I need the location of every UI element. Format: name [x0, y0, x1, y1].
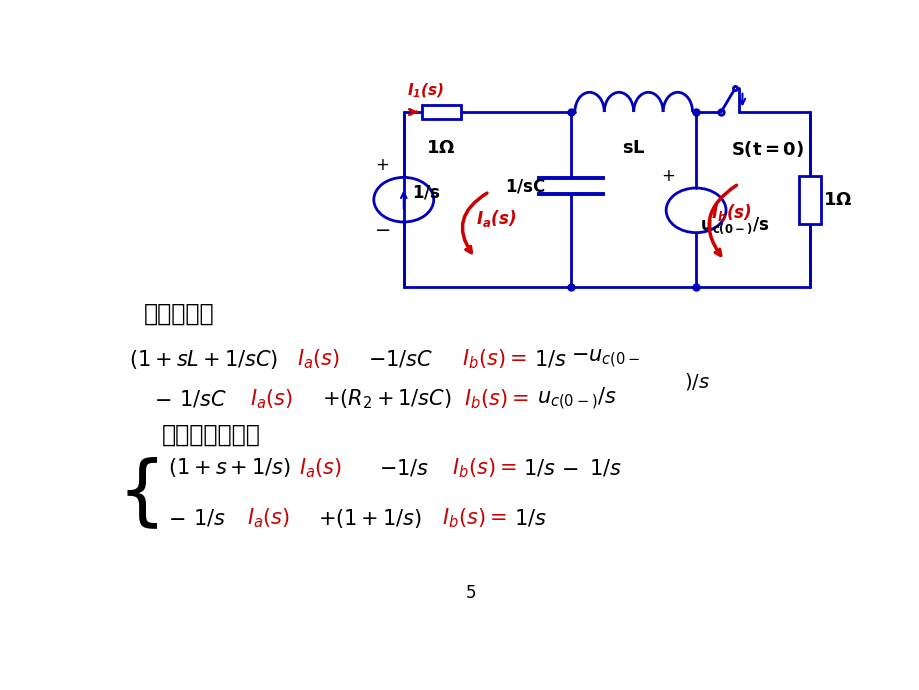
Text: $u_{c(0-)}/s$: $u_{c(0-)}/s$ — [537, 386, 617, 412]
Text: $-$: $-$ — [560, 458, 577, 478]
Text: {: { — [118, 456, 166, 530]
Text: $\mathbf{u_{c(0-)}/s}$: $\mathbf{u_{c(0-)}/s}$ — [698, 215, 768, 236]
Text: $1/s$: $1/s$ — [522, 457, 555, 478]
Text: $I_b(s)=$: $I_b(s)=$ — [464, 387, 528, 411]
Text: $(1+s+1/s)$: $(1+s+1/s)$ — [168, 457, 291, 480]
Text: $+(1+1/s)$: $+(1+1/s)$ — [318, 507, 422, 530]
Text: $-$: $-$ — [154, 389, 171, 409]
Text: $)/s$: $)/s$ — [683, 371, 709, 392]
Text: $I_b(s)=$: $I_b(s)=$ — [451, 456, 516, 480]
Text: $I_a(s)$: $I_a(s)$ — [297, 347, 339, 371]
Text: $\bfit{I}_a\bfit{(s)}$: $\bfit{I}_a\bfit{(s)}$ — [476, 208, 516, 228]
Text: $I_b(s)=$: $I_b(s)=$ — [441, 506, 505, 531]
Text: $1/s$: $1/s$ — [588, 457, 621, 478]
Text: 应用网孔法: 应用网孔法 — [143, 302, 214, 326]
Text: $\mathbf{sL}$: $\mathbf{sL}$ — [621, 139, 645, 157]
Text: $\mathbf{1/s}$: $\mathbf{1/s}$ — [412, 183, 440, 201]
Text: $+$: $+$ — [660, 167, 674, 185]
Text: $1/s$: $1/s$ — [193, 508, 226, 529]
Text: $- u_{c(0-}$: $- u_{c(0-}$ — [571, 348, 640, 371]
Text: $I_a(s)$: $I_a(s)$ — [250, 387, 293, 411]
Bar — [799, 176, 820, 224]
Bar — [421, 105, 460, 119]
Text: $\mathbf{S(t=0)}$: $\mathbf{S(t=0)}$ — [730, 139, 803, 159]
Text: $1/s$: $1/s$ — [534, 348, 566, 370]
Text: $I_b(s)=$: $I_b(s)=$ — [461, 347, 527, 371]
Text: $I_a(s)$: $I_a(s)$ — [246, 506, 289, 531]
Text: $-$: $-$ — [168, 509, 186, 529]
Text: $-$: $-$ — [374, 219, 390, 238]
Text: $\mathbf{1/sC}$: $\mathbf{1/sC}$ — [504, 177, 545, 195]
Text: $- 1/sC$: $- 1/sC$ — [368, 348, 433, 370]
Text: $1/s$: $1/s$ — [514, 508, 547, 529]
Text: $1/sC$: $1/sC$ — [179, 388, 227, 409]
Text: $- 1/s$: $- 1/s$ — [379, 457, 428, 478]
Text: $+(R_2+1/sC)$: $+(R_2+1/sC)$ — [322, 387, 451, 411]
Text: 代入已知量，得: 代入已知量，得 — [161, 422, 260, 446]
Text: 5: 5 — [466, 584, 476, 602]
Text: $(1+sL+1/sC)$: $(1+sL+1/sC)$ — [129, 348, 278, 371]
Text: $\mathbf{1\Omega}$: $\mathbf{1\Omega}$ — [823, 190, 852, 208]
Text: $+$: $+$ — [375, 157, 389, 175]
Text: $\bfit{I}_b\bfit{(s)}$: $\bfit{I}_b\bfit{(s)}$ — [710, 202, 752, 224]
Text: $I_a(s)$: $I_a(s)$ — [299, 456, 342, 480]
Text: $\bfit{I}_1\bfit{(s)}$: $\bfit{I}_1\bfit{(s)}$ — [407, 82, 444, 100]
Text: $\mathbf{1\Omega}$: $\mathbf{1\Omega}$ — [426, 139, 456, 157]
